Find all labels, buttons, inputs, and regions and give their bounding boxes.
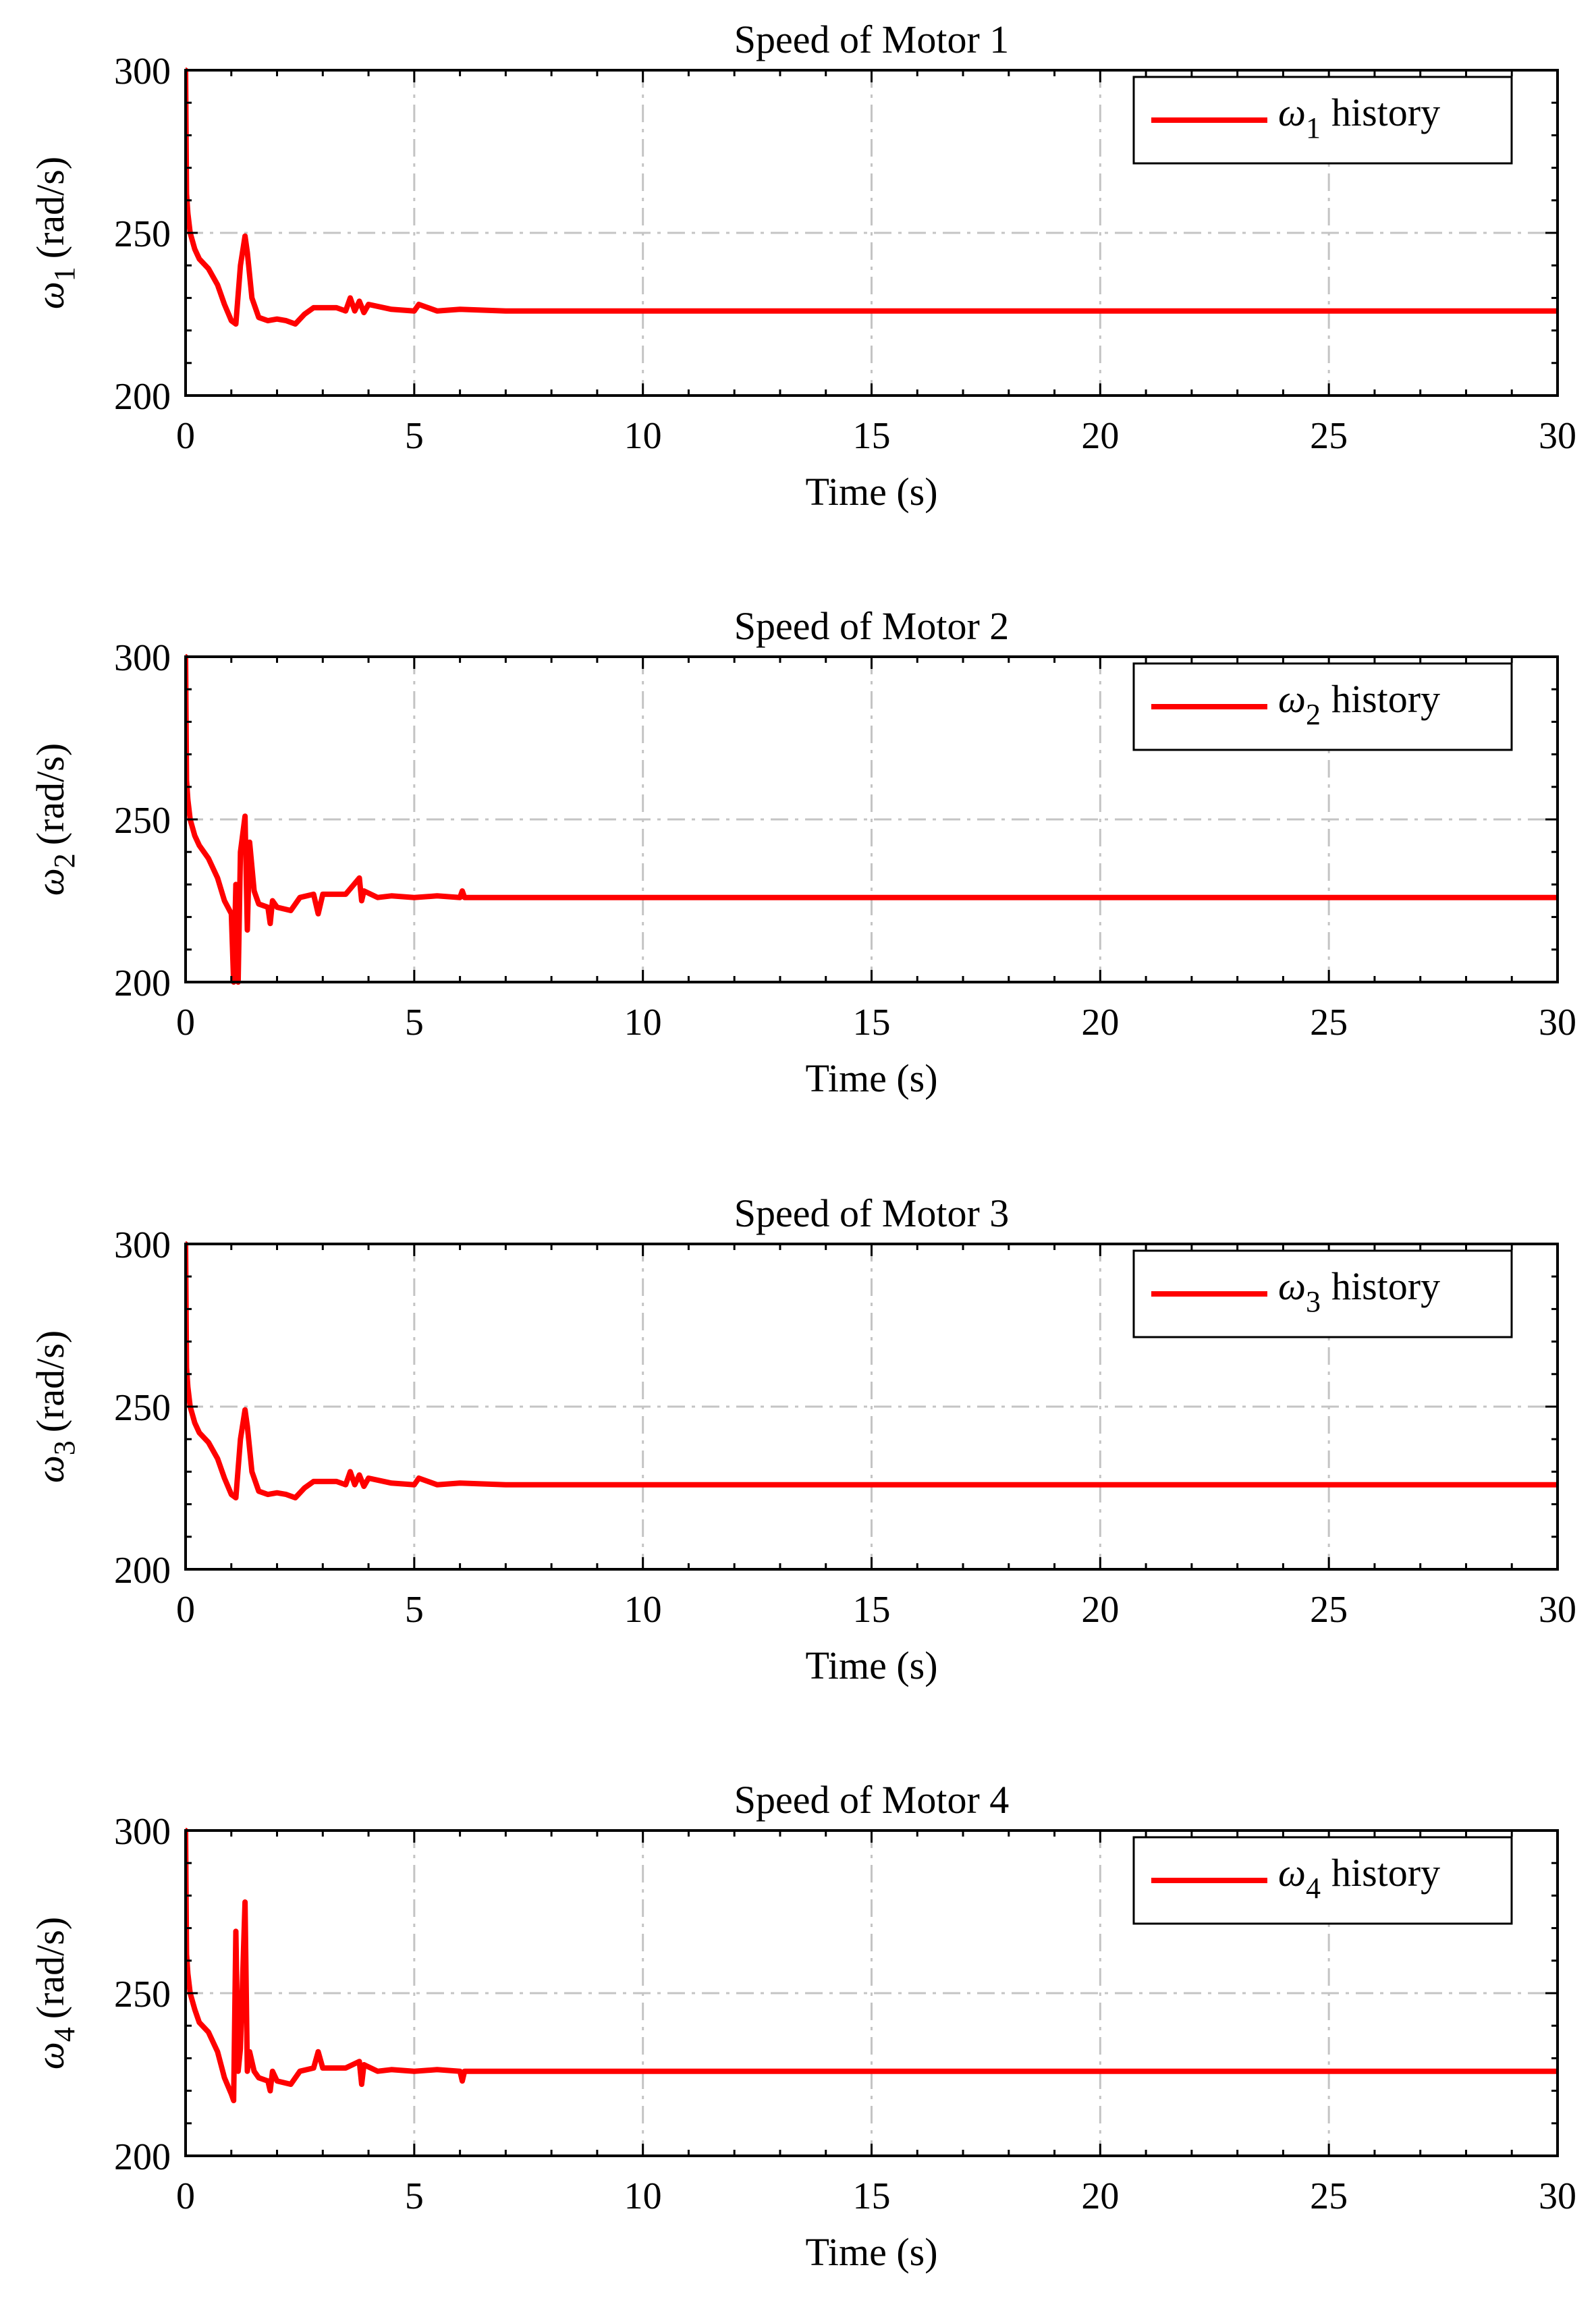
y-tick-label: 200 <box>114 1550 171 1592</box>
legend-label: ω1 history <box>1278 90 1440 144</box>
y-axis-unit: (rad/s) <box>28 157 72 259</box>
x-tick-label: 5 <box>405 415 424 457</box>
y-tick-label: 250 <box>114 800 171 842</box>
x-tick-label: 5 <box>405 1589 424 1631</box>
legend-text: history <box>1331 1264 1440 1308</box>
legend-symbol: ω <box>1278 90 1306 134</box>
x-tick-label: 10 <box>624 415 662 457</box>
x-axis-label: Time (s) <box>805 1056 937 1100</box>
series-line-motor-1 <box>186 67 1558 327</box>
y-tick-label: 250 <box>114 1387 171 1429</box>
y-axis-symbol: ω <box>28 868 72 896</box>
legend-symbol: ω <box>1278 677 1306 721</box>
chart-panel-3: 0 5 10 15 20 25 30 200 250 300 Speed of Motor 3 Tim… <box>28 1191 1576 1687</box>
series-line-motor-2 <box>186 654 1558 985</box>
x-tick-label: 20 <box>1081 415 1119 457</box>
x-tick-label: 10 <box>624 2175 662 2217</box>
x-tick-label: 20 <box>1081 1589 1119 1631</box>
x-tick-label: 15 <box>853 1002 891 1043</box>
x-tick-label: 30 <box>1539 1002 1576 1043</box>
legend-label: ω2 history <box>1278 677 1440 731</box>
y-axis-label: ω3 (rad/s) <box>28 1330 81 1483</box>
legend-subscript: 2 <box>1306 698 1321 731</box>
x-tick-label: 10 <box>624 1589 662 1631</box>
y-axis-symbol: ω <box>28 1455 72 1483</box>
legend-text: history <box>1331 1851 1440 1895</box>
legend-subscript: 3 <box>1306 1285 1321 1318</box>
legend: ω3 history <box>1132 1249 1513 1338</box>
series-line-motor-3 <box>186 1241 1558 1500</box>
legend-label: ω3 history <box>1278 1264 1440 1318</box>
x-tick-label: 0 <box>176 1589 195 1631</box>
x-tick-label: 20 <box>1081 2175 1119 2217</box>
y-tick-label: 200 <box>114 2136 171 2178</box>
legend-subscript: 4 <box>1306 1872 1321 1905</box>
x-tick-label: 5 <box>405 1002 424 1043</box>
x-tick-label: 30 <box>1539 2175 1576 2217</box>
y-axis-unit: (rad/s) <box>28 1330 72 1432</box>
y-axis-label: ω1 (rad/s) <box>28 157 81 309</box>
chart-title: Speed of Motor 4 <box>734 1778 1010 1822</box>
y-axis-label: ω4 (rad/s) <box>28 1917 81 2069</box>
legend-label: ω4 history <box>1278 1851 1440 1905</box>
legend: ω4 history <box>1132 1836 1513 1925</box>
y-axis-subscript: 2 <box>48 853 81 868</box>
x-tick-label: 0 <box>176 415 195 457</box>
x-tick-label: 0 <box>176 2175 195 2217</box>
y-tick-label: 200 <box>114 962 171 1004</box>
chart-panel-1: 0 5 10 15 20 25 30 200 250 300 Speed of Motor 1 Tim… <box>28 18 1576 514</box>
chart-title: Speed of Motor 2 <box>734 604 1010 648</box>
legend-symbol: ω <box>1278 1264 1306 1308</box>
y-axis-subscript: 4 <box>48 2027 81 2042</box>
x-tick-label: 25 <box>1310 1002 1348 1043</box>
legend-symbol: ω <box>1278 1851 1306 1895</box>
legend: ω2 history <box>1132 662 1513 751</box>
chart-panel-4: 0 5 10 15 20 25 30 200 250 300 Speed of Motor 4 Tim… <box>28 1778 1576 2274</box>
x-tick-label: 25 <box>1310 415 1348 457</box>
y-tick-label: 300 <box>114 1811 171 1853</box>
chart-title: Speed of Motor 3 <box>734 1191 1010 1235</box>
y-axis-symbol: ω <box>28 2042 72 2069</box>
y-tick-label: 250 <box>114 213 171 255</box>
x-tick-label: 25 <box>1310 2175 1348 2217</box>
y-axis-subscript: 3 <box>48 1440 81 1455</box>
x-axis-label: Time (s) <box>805 1644 937 1687</box>
legend-subscript: 1 <box>1306 111 1321 144</box>
series-line-motor-4 <box>186 1828 1558 2104</box>
chart-title: Speed of Motor 1 <box>734 18 1010 61</box>
legend-text: history <box>1331 90 1440 134</box>
x-tick-label: 15 <box>853 415 891 457</box>
chart-panel-2: 0 5 10 15 20 25 30 200 250 300 Speed of Motor 2 Tim… <box>28 604 1576 1100</box>
y-axis-symbol: ω <box>28 281 72 309</box>
y-tick-label: 300 <box>114 1224 171 1266</box>
x-axis-label: Time (s) <box>805 2230 937 2274</box>
x-tick-label: 5 <box>405 2175 424 2217</box>
legend-text: history <box>1331 677 1440 721</box>
x-tick-label: 0 <box>176 1002 195 1043</box>
x-tick-label: 10 <box>624 1002 662 1043</box>
y-axis-unit: (rad/s) <box>28 743 72 845</box>
x-tick-label: 20 <box>1081 1002 1119 1043</box>
y-axis-subscript: 1 <box>48 267 81 281</box>
x-tick-label: 30 <box>1539 1589 1576 1631</box>
y-axis-unit: (rad/s) <box>28 1917 72 2019</box>
legend: ω1 history <box>1132 76 1513 165</box>
y-tick-label: 200 <box>114 376 171 418</box>
y-tick-label: 300 <box>114 51 171 92</box>
x-tick-label: 15 <box>853 1589 891 1631</box>
x-tick-label: 25 <box>1310 1589 1348 1631</box>
x-axis-label: Time (s) <box>805 470 937 514</box>
x-tick-label: 15 <box>853 2175 891 2217</box>
x-tick-label: 30 <box>1539 415 1576 457</box>
y-axis-label: ω2 (rad/s) <box>28 743 81 896</box>
y-tick-label: 250 <box>114 1974 171 2015</box>
y-tick-label: 300 <box>114 637 171 679</box>
